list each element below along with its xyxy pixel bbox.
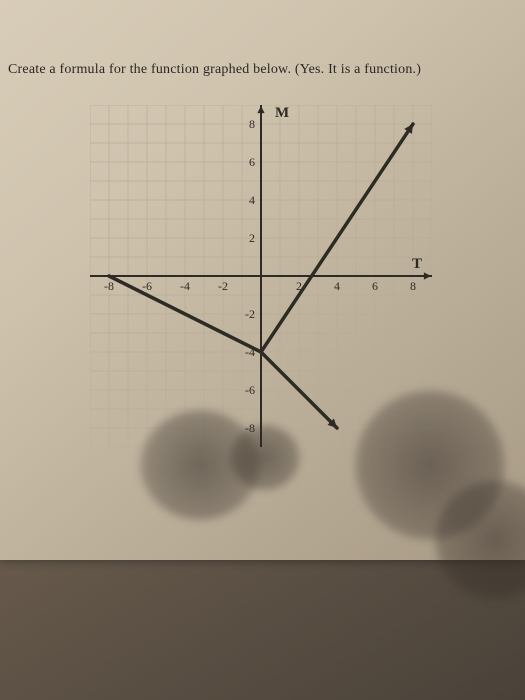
graph-figure: -8-6-4-22468-8-6-4-22468MT [90, 105, 432, 447]
paper-sheet: Create a formula for the function graphe… [0, 0, 525, 560]
svg-text:6: 6 [249, 155, 255, 169]
svg-text:-2: -2 [218, 279, 228, 293]
svg-text:-6: -6 [245, 383, 255, 397]
question-prompt: Create a formula for the function graphe… [8, 62, 421, 78]
coordinate-grid: -8-6-4-22468-8-6-4-22468MT [90, 105, 432, 447]
svg-text:4: 4 [334, 279, 340, 293]
svg-text:8: 8 [249, 117, 255, 131]
svg-text:4: 4 [249, 193, 255, 207]
svg-text:-2: -2 [245, 307, 255, 321]
svg-text:6: 6 [372, 279, 378, 293]
svg-text:T: T [412, 256, 422, 272]
photo-shadow [230, 425, 300, 490]
svg-text:-8: -8 [104, 279, 114, 293]
svg-text:-6: -6 [142, 279, 152, 293]
svg-text:-4: -4 [180, 279, 190, 293]
svg-text:M: M [275, 105, 289, 121]
svg-text:8: 8 [410, 279, 416, 293]
svg-text:2: 2 [249, 231, 255, 245]
